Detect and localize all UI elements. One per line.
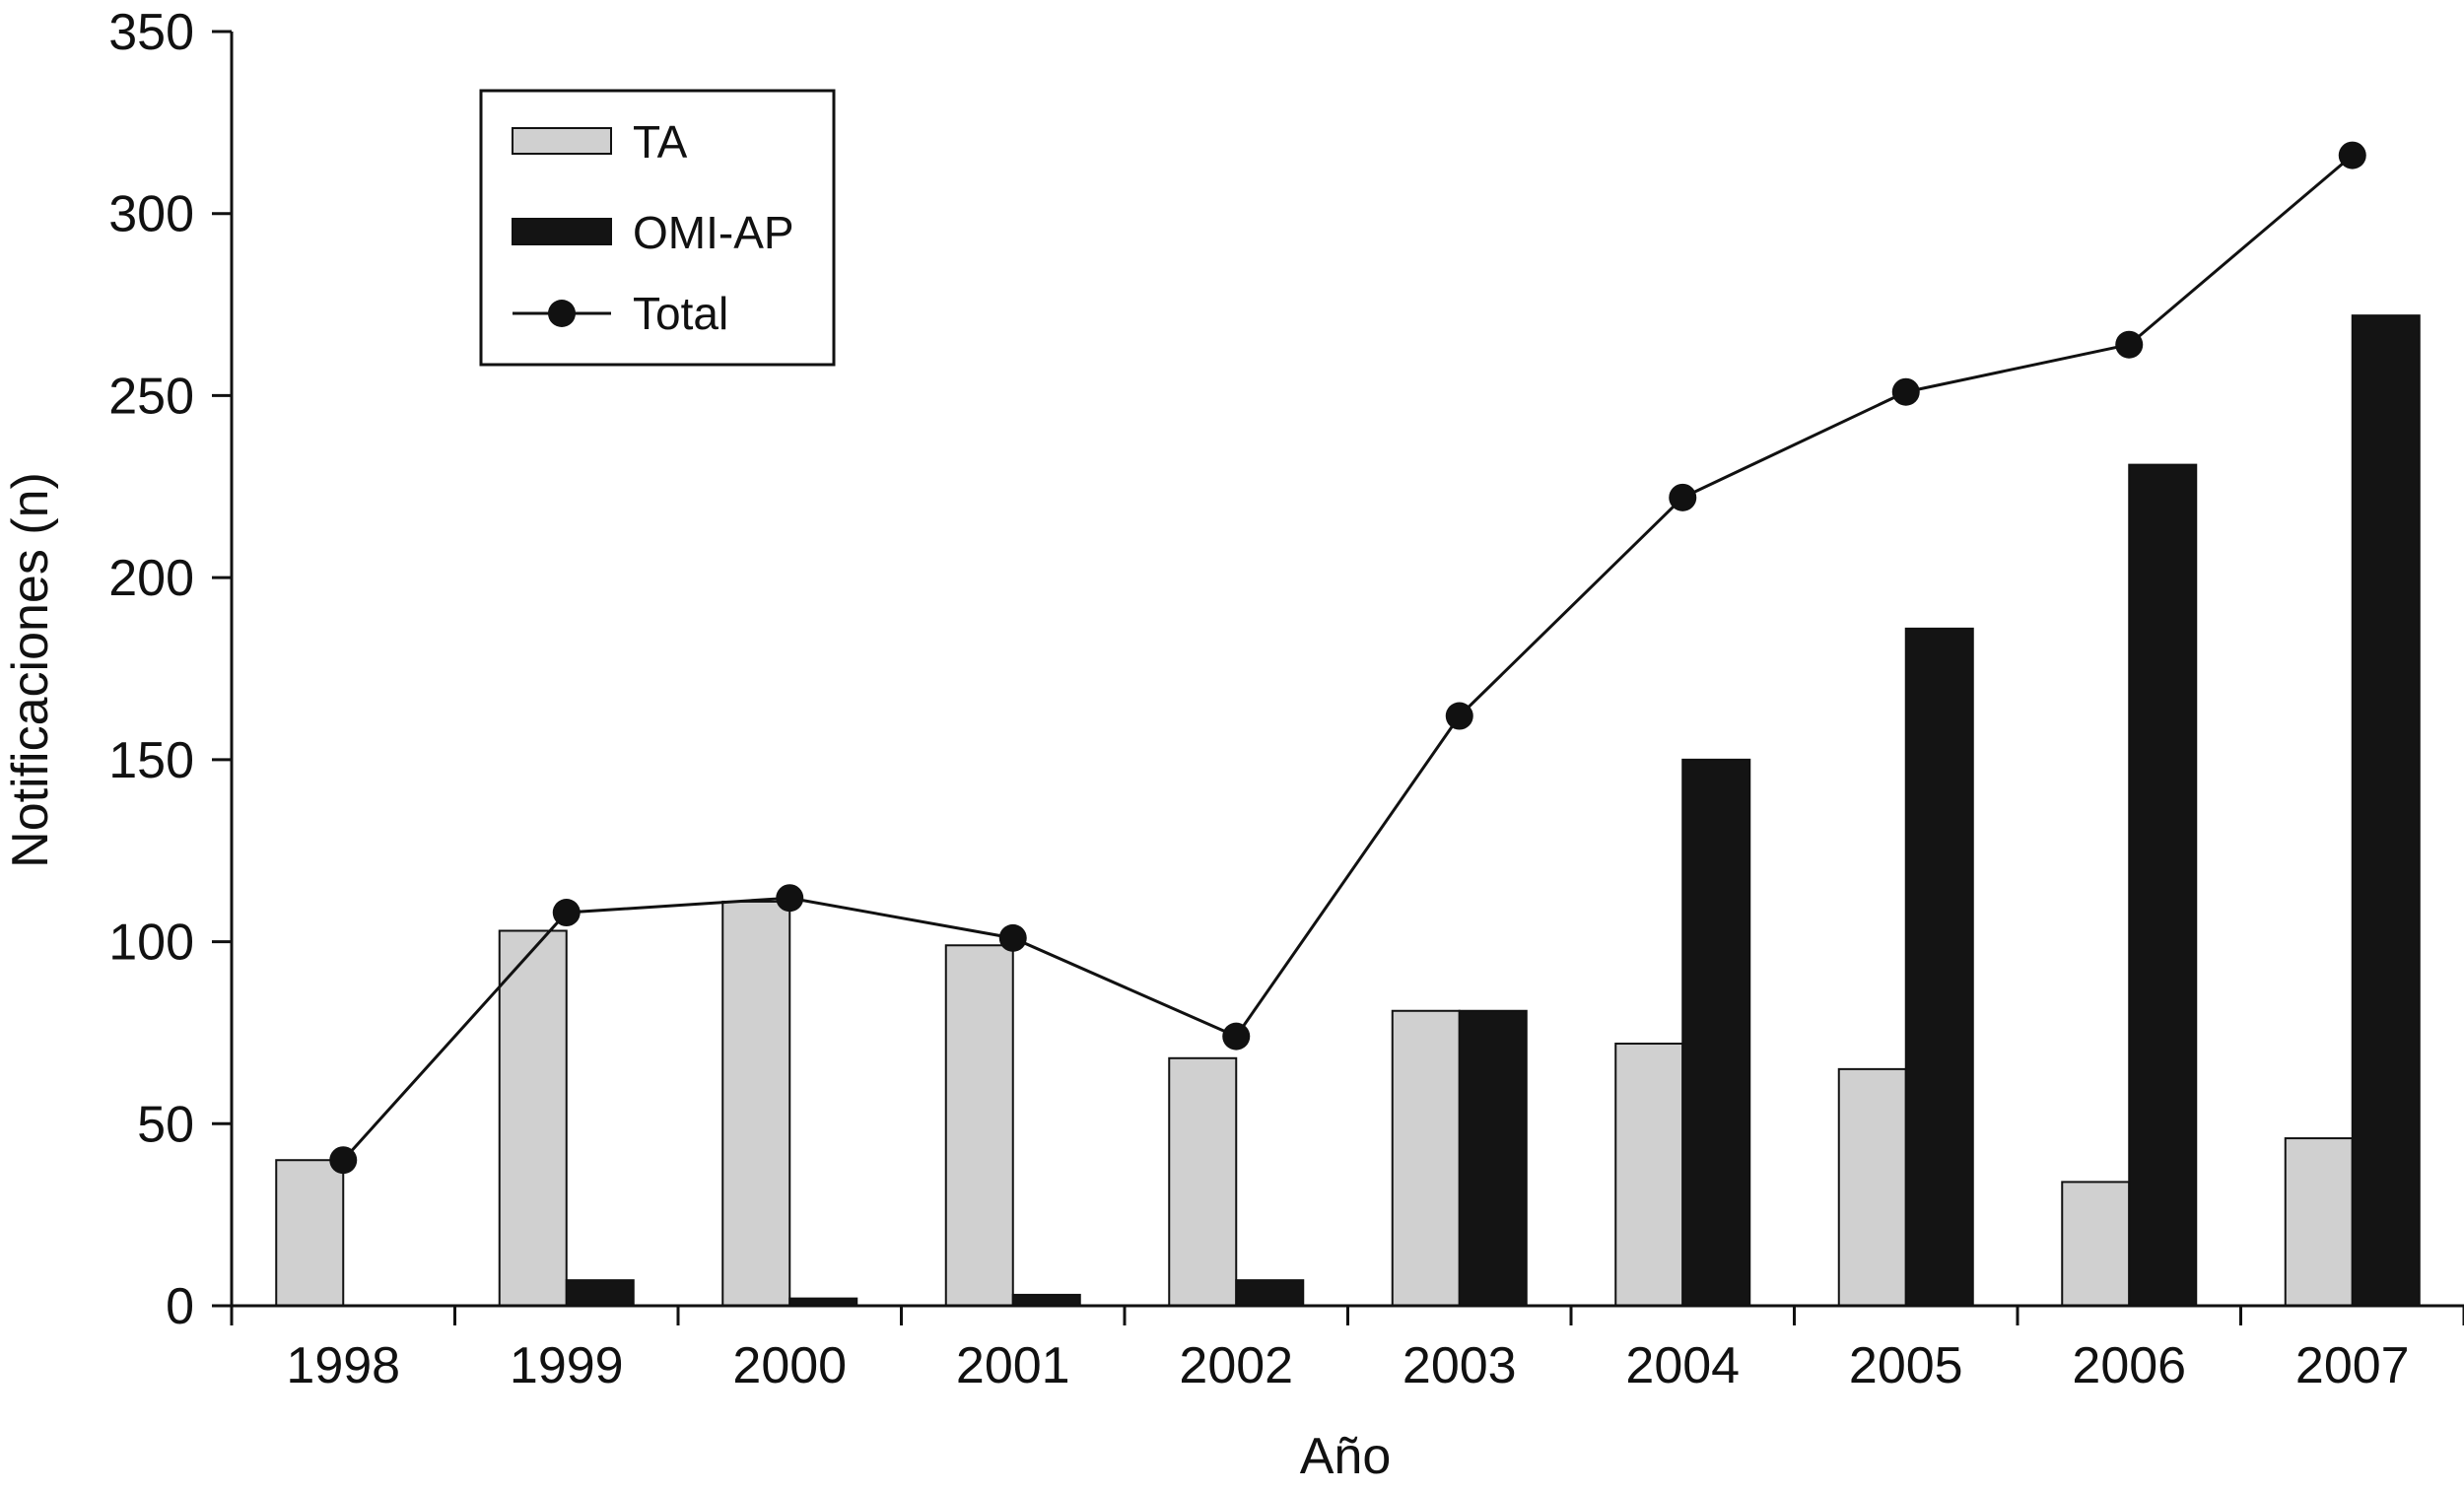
bar-ta-2000 (721, 900, 791, 1307)
point-total-2004 (1669, 483, 1697, 511)
legend-label-ta: TA (633, 116, 688, 168)
point-total-2007 (2338, 141, 2366, 170)
point-total-2005 (1891, 377, 1920, 406)
bar-ta-2004 (1614, 1043, 1684, 1308)
x-tick-label-2003: 2003 (1403, 1337, 1517, 1394)
y-tick-label-250: 250 (108, 368, 194, 425)
x-tick-label-1999: 1999 (510, 1337, 624, 1394)
bar-omi-ap-2005 (1904, 627, 1974, 1307)
point-total-2003 (1445, 702, 1473, 730)
point-total-2000 (776, 884, 804, 913)
bar-ta-2005 (1837, 1067, 1907, 1308)
y-tick-label-350: 350 (108, 4, 194, 61)
x-tick-label-2000: 2000 (732, 1337, 847, 1394)
point-total-1998 (329, 1146, 358, 1175)
x-tick-label-2005: 2005 (1849, 1337, 1963, 1394)
bar-omi-ap-2002 (1235, 1279, 1305, 1308)
point-total-1999 (552, 899, 581, 927)
x-tick-label-2001: 2001 (956, 1337, 1070, 1394)
bar-omi-ap-2004 (1681, 758, 1751, 1307)
y-tick-label-150: 150 (108, 732, 194, 789)
x-tick-label-1998: 1998 (286, 1337, 400, 1394)
x-tick-label-2002: 2002 (1179, 1337, 1293, 1394)
x-axis-label: Año (1300, 1428, 1392, 1485)
legend-marker-total (548, 300, 576, 327)
bar-omi-ap-2003 (1458, 1009, 1528, 1307)
point-total-2006 (2115, 330, 2144, 359)
bar-ta-2007 (2284, 1137, 2354, 1308)
bar-ta-1999 (498, 929, 568, 1307)
x-tick-label-2004: 2004 (1625, 1337, 1740, 1394)
legend-swatch-ta (512, 127, 612, 155)
y-tick-label-100: 100 (108, 915, 194, 972)
y-tick-label-200: 200 (108, 550, 194, 607)
legend-label-omi-ap: OMI-AP (633, 207, 794, 258)
legend-swatch-omi-ap (512, 218, 612, 245)
legend: TA OMI-AP Total (479, 89, 836, 367)
bars-layer (275, 314, 2421, 1308)
x-tick-label-2006: 2006 (2072, 1337, 2186, 1394)
y-tick-label-0: 0 (166, 1278, 194, 1335)
bar-omi-ap-2001 (1011, 1293, 1081, 1307)
bar-omi-ap-2007 (2351, 314, 2421, 1307)
bar-ta-2001 (944, 944, 1014, 1307)
y-tick-label-300: 300 (108, 186, 194, 243)
bar-omi-ap-1999 (565, 1279, 635, 1308)
bar-ta-2006 (2061, 1181, 2131, 1307)
point-total-2001 (998, 923, 1027, 952)
x-tick-label-2007: 2007 (2295, 1337, 2410, 1394)
y-axis-label: Notificaciones (n) (2, 472, 59, 868)
line-layer (329, 141, 2366, 1175)
point-total-2002 (1222, 1022, 1251, 1051)
line-total (342, 154, 2354, 1162)
bar-ta-2002 (1168, 1056, 1238, 1307)
axes-layer: 0 50 100 150 200 250 300 350 1998 1999 2000 2001 200… (108, 4, 2464, 1394)
bar-ta-2003 (1391, 1009, 1461, 1307)
y-tick-label-50: 50 (137, 1096, 194, 1153)
bar-omi-ap-2006 (2128, 463, 2198, 1307)
bar-ta-1998 (275, 1159, 345, 1307)
legend-label-total: Total (633, 288, 728, 339)
